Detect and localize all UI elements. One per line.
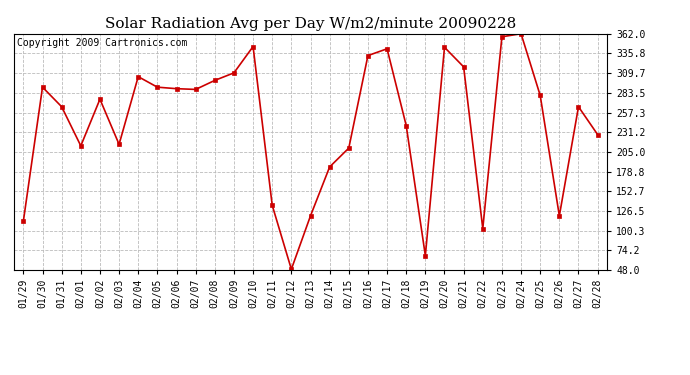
Text: Copyright 2009 Cartronics.com: Copyright 2009 Cartronics.com	[17, 39, 187, 48]
Title: Solar Radiation Avg per Day W/m2/minute 20090228: Solar Radiation Avg per Day W/m2/minute …	[105, 17, 516, 31]
